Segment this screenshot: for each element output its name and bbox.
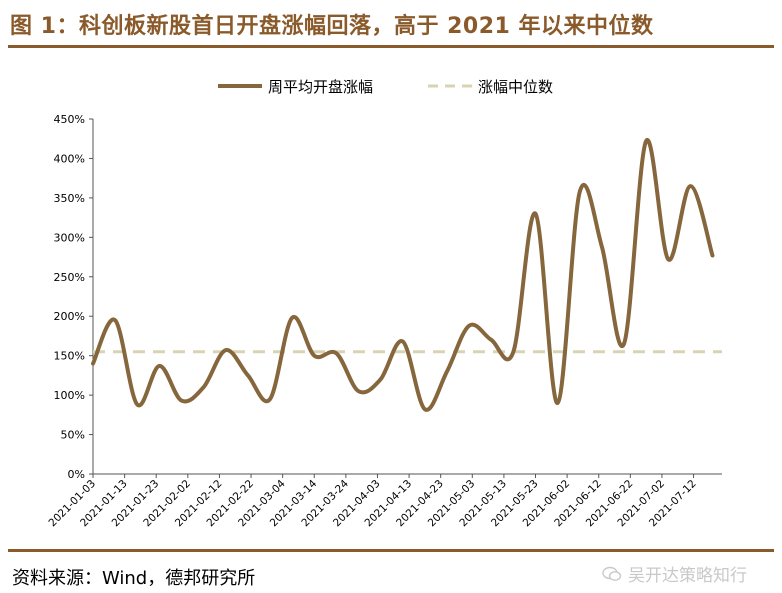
legend-label-series: 周平均开盘涨幅 (268, 78, 373, 96)
y-axis-ticks: 0% 50% 100% 150% 200% 250% 300% 350% 400% 450% (54, 113, 93, 481)
watermark: 吴开达策略知行 (602, 561, 747, 586)
y-tick-label: 200% (54, 310, 85, 323)
wechat-icon (602, 566, 622, 581)
source-note: 资料来源：Wind，德邦研究所 (12, 568, 256, 589)
axes (92, 119, 722, 475)
data-point (467, 324, 471, 328)
data-point (622, 342, 626, 346)
data-point (334, 351, 338, 355)
data-point (113, 318, 117, 322)
data-point (357, 389, 361, 393)
y-tick-label: 400% (54, 152, 85, 165)
y-tick-label: 250% (54, 271, 85, 284)
data-point (157, 364, 161, 368)
data-point (511, 350, 515, 354)
y-tick-label: 150% (54, 350, 85, 363)
y-tick-label: 100% (54, 389, 85, 402)
plot-area (91, 138, 722, 412)
data-point (91, 362, 95, 366)
y-tick-label: 50% (61, 429, 85, 442)
data-point (423, 407, 427, 411)
x-axis-ticks: 2021-01-032021-01-132021-01-232021-02-02… (46, 474, 699, 529)
data-point (312, 354, 316, 358)
line-chart: 周平均开盘涨幅 涨幅中位数 0% 50% 100% 150% 200% 250% 300% 3… (46, 78, 722, 529)
y-tick-label: 450% (54, 113, 85, 126)
figure-title: 图 1：科创板新股首日开盘涨幅回落，高于 2021 年以来中位数 (10, 14, 654, 39)
data-point (290, 316, 294, 320)
data-point (578, 190, 582, 194)
title-divider (8, 45, 774, 48)
data-point (401, 339, 405, 343)
data-point (534, 212, 538, 216)
data-point (688, 184, 692, 188)
legend: 周平均开盘涨幅 涨幅中位数 (218, 78, 553, 96)
legend-label-median: 涨幅中位数 (478, 78, 553, 96)
data-point (600, 245, 604, 249)
y-tick-label: 0% (68, 468, 85, 481)
series-line-weekly-avg (91, 138, 715, 412)
y-tick-label: 350% (54, 192, 85, 205)
data-point (556, 401, 560, 405)
data-point (202, 385, 206, 389)
footer-divider (8, 549, 774, 552)
y-tick-label: 300% (54, 231, 85, 244)
data-point (666, 257, 670, 261)
data-point (711, 253, 715, 257)
data-point (445, 369, 449, 373)
data-point (268, 397, 272, 401)
data-point (379, 377, 383, 381)
data-point (246, 373, 250, 377)
data-point (224, 348, 228, 352)
data-point (644, 139, 648, 143)
data-point (135, 403, 139, 407)
watermark-text: 吴开达策略知行 (628, 566, 747, 586)
data-point (180, 399, 184, 403)
data-point (489, 338, 493, 342)
